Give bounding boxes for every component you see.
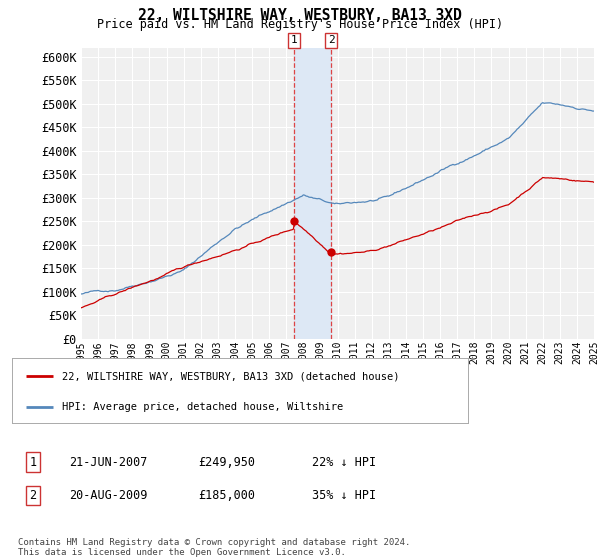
Text: 35% ↓ HPI: 35% ↓ HPI [312,489,376,502]
Text: 2: 2 [29,489,37,502]
Text: Contains HM Land Registry data © Crown copyright and database right 2024.
This d: Contains HM Land Registry data © Crown c… [18,538,410,557]
Text: 22, WILTSHIRE WAY, WESTBURY, BA13 3XD: 22, WILTSHIRE WAY, WESTBURY, BA13 3XD [138,8,462,24]
Text: £249,950: £249,950 [198,455,255,469]
Bar [294,48,331,339]
Text: HPI: Average price, detached house, Wiltshire: HPI: Average price, detached house, Wilt… [62,402,343,412]
Text: £185,000: £185,000 [198,489,255,502]
Text: 20-AUG-2009: 20-AUG-2009 [69,489,148,502]
Text: 1: 1 [29,455,37,469]
Text: 21-JUN-2007: 21-JUN-2007 [69,455,148,469]
Text: 22% ↓ HPI: 22% ↓ HPI [312,455,376,469]
Text: 22, WILTSHIRE WAY, WESTBURY, BA13 3XD (detached house): 22, WILTSHIRE WAY, WESTBURY, BA13 3XD (d… [62,371,400,381]
Text: 2: 2 [328,35,335,45]
Text: Price paid vs. HM Land Registry's House Price Index (HPI): Price paid vs. HM Land Registry's House … [97,18,503,31]
Text: 1: 1 [291,35,298,45]
